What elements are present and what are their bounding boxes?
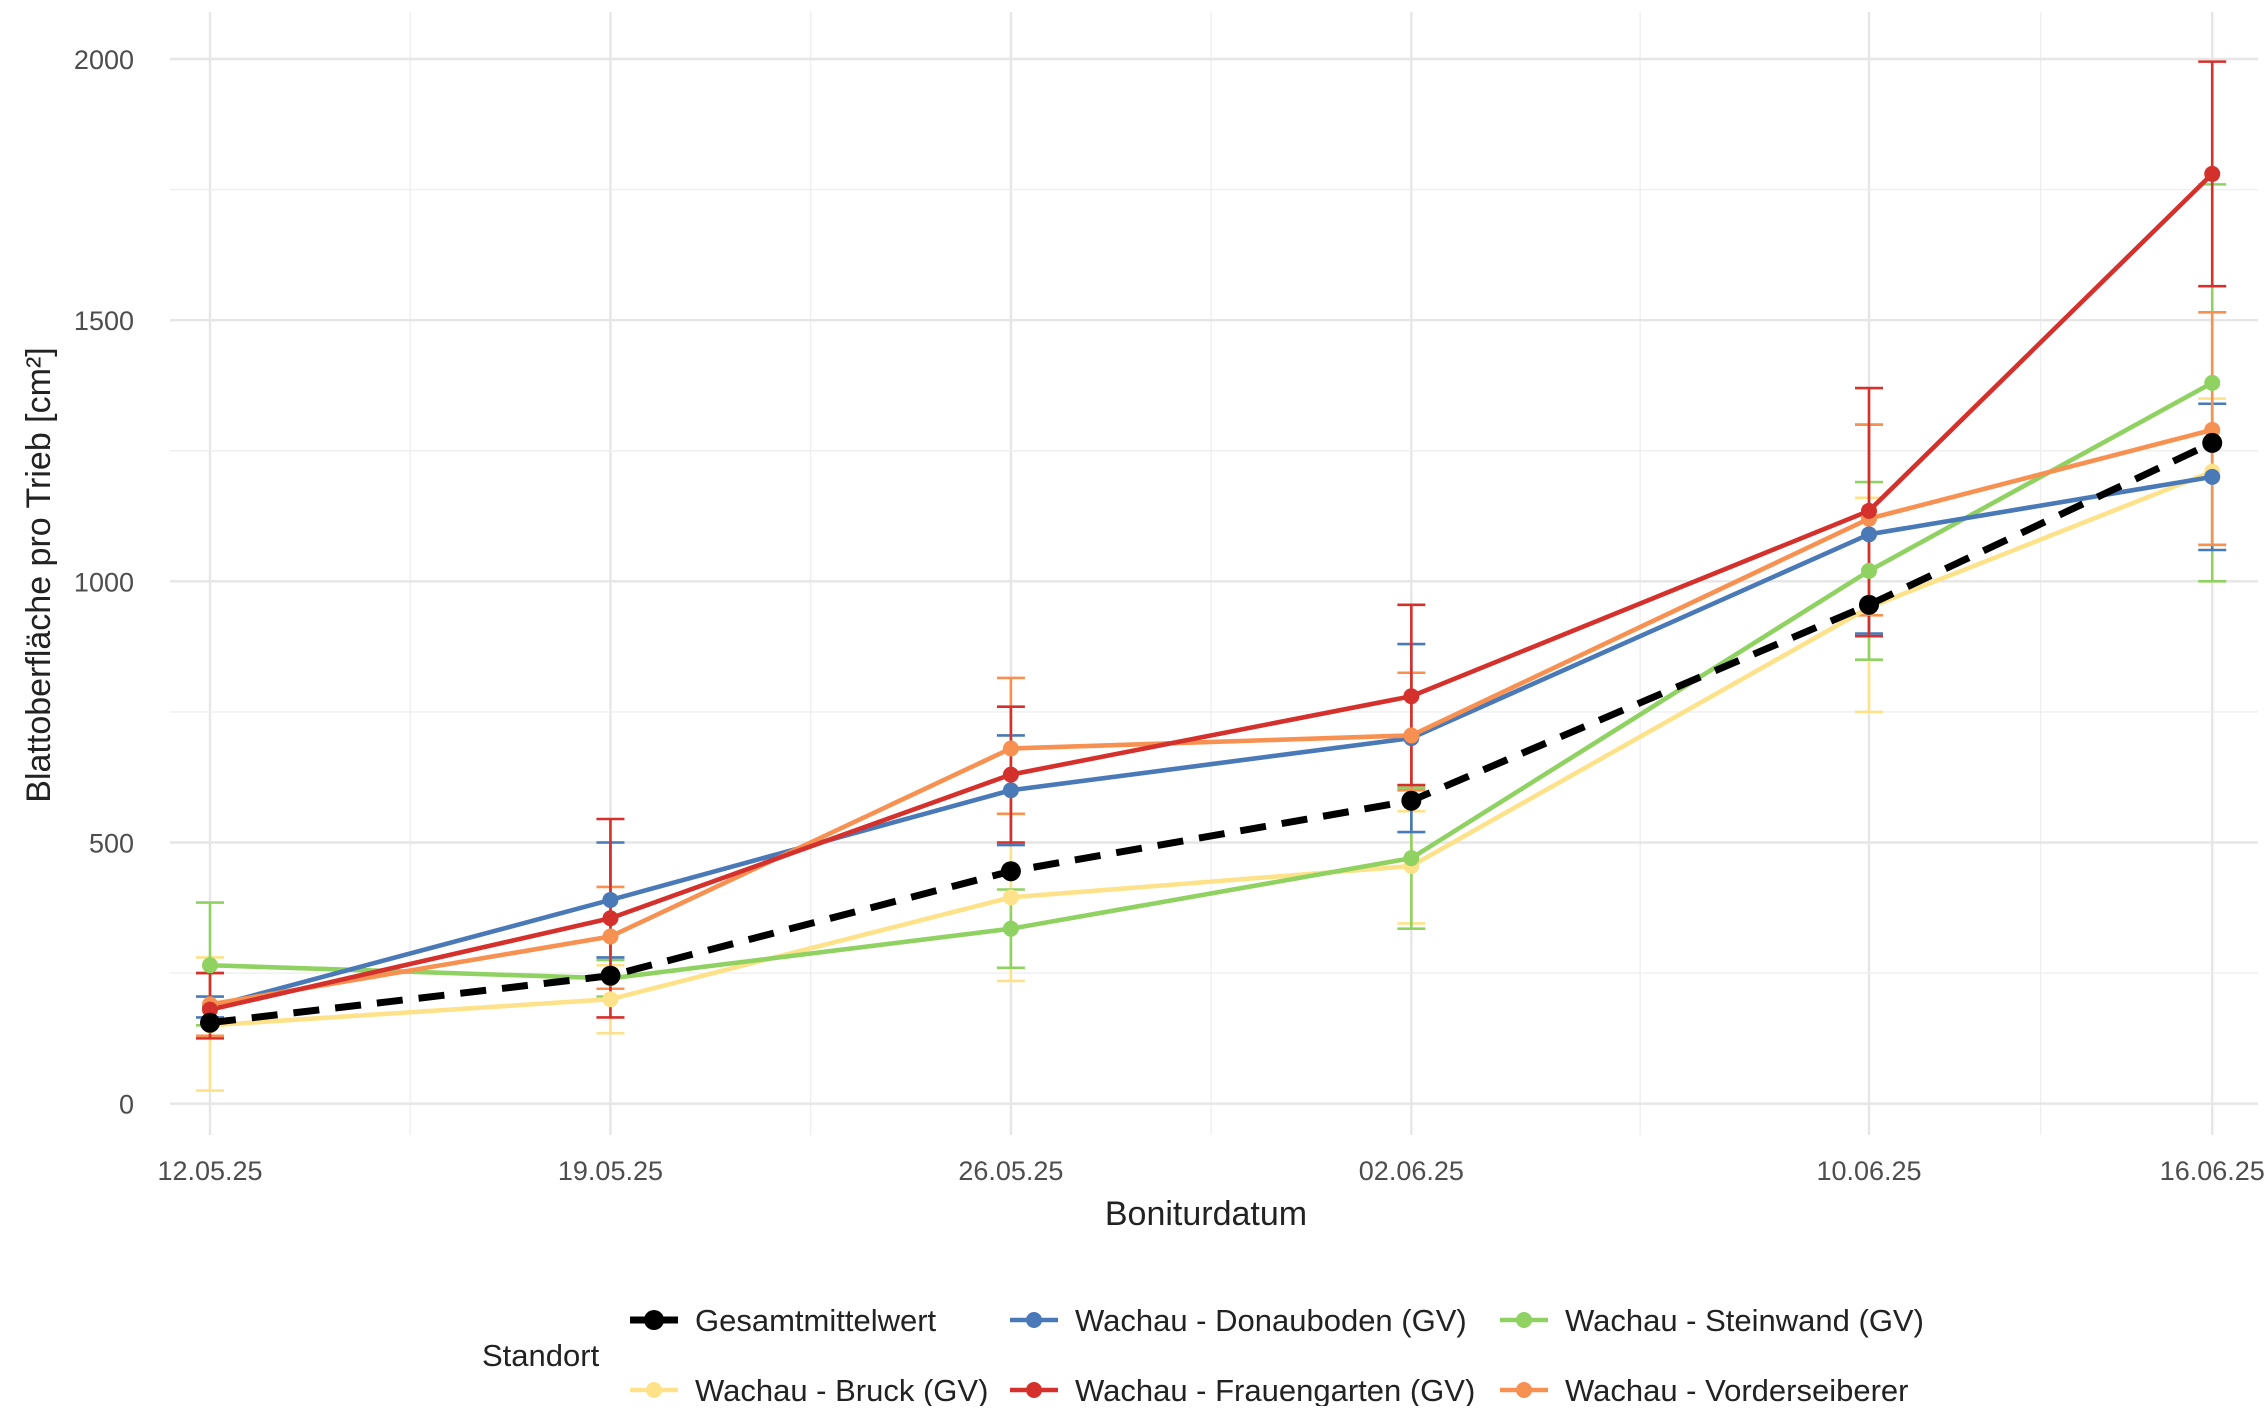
data-point	[602, 910, 619, 927]
series-line	[209, 172, 2214, 1012]
legend-key-point	[644, 1310, 664, 1330]
data-point	[602, 891, 619, 908]
y-tick-label: 2000	[74, 45, 134, 75]
data-point	[2204, 374, 2221, 391]
data-point	[600, 965, 621, 986]
data-point	[200, 1012, 220, 1033]
legend-entry-label: Wachau - Steinwand (GV)	[1565, 1303, 1924, 1338]
data-point	[1858, 594, 1879, 615]
legend-key-point	[1026, 1382, 1042, 1398]
data-point	[1002, 766, 1019, 783]
legend-entry-label: Gesamtmittelwert	[695, 1303, 937, 1338]
data-point	[1860, 502, 1877, 519]
x-tick-label: 19.05.25	[558, 1156, 663, 1186]
x-tick-label: 16.06.25	[2160, 1156, 2265, 1186]
data-point	[1401, 790, 1422, 811]
legend-entry-label: Wachau - Donauboden (GV)	[1075, 1303, 1467, 1338]
series-line	[209, 427, 2213, 1007]
legend-key-point	[1026, 1312, 1042, 1328]
series-line	[209, 474, 2213, 1010]
legend-entry-label: Wachau - Frauengarten (GV)	[1075, 1373, 1475, 1406]
series-line	[209, 380, 2214, 981]
legend-entry-label: Wachau - Bruck (GV)	[695, 1373, 988, 1406]
y-tick-label: 1000	[74, 567, 134, 597]
grid	[170, 12, 2258, 1135]
legend: Standort Gesamtmittelwert Wachau - Donaubo…	[482, 1303, 1924, 1408]
y-tick-label: 500	[89, 828, 134, 858]
x-tick-label: 12.05.25	[157, 1156, 262, 1186]
data-point	[1002, 782, 1019, 799]
y-tick-label: 1500	[74, 306, 134, 336]
legend-key-point	[1516, 1312, 1532, 1328]
legend-entry-label: Wachau - Vorderseiberer	[1565, 1373, 1908, 1406]
legend-title: Standort	[482, 1338, 600, 1373]
data-point	[1403, 850, 1420, 867]
y-tick-label: 0	[119, 1090, 134, 1120]
legend-key-point	[646, 1382, 662, 1398]
tick-labels: 0 500 1000 1500 2000 12.05.25 19.05.25 26.05.25…	[74, 45, 2265, 1186]
x-axis-label: Boniturdatum	[1105, 1195, 1307, 1233]
data-point	[1403, 727, 1420, 744]
series-line	[209, 469, 2214, 1028]
x-tick-label: 02.06.25	[1359, 1156, 1464, 1186]
legend-key-point	[1516, 1382, 1532, 1398]
data-point	[1002, 740, 1019, 757]
data-point	[1860, 526, 1877, 543]
data-point	[1002, 920, 1019, 937]
x-tick-label: 10.06.25	[1816, 1156, 1921, 1186]
data-point	[2204, 468, 2221, 485]
data-point	[602, 928, 619, 945]
data-point	[1403, 688, 1420, 705]
series-lines	[209, 172, 2214, 1028]
data-point	[202, 957, 218, 974]
series-points	[200, 165, 2223, 1034]
data-point	[602, 991, 619, 1008]
data-point	[1002, 889, 1019, 906]
data-point	[1000, 861, 1021, 882]
x-tick-label: 26.05.25	[958, 1156, 1063, 1186]
y-axis-label: Blattoberfläche pro Trieb [cm²]	[20, 347, 58, 802]
data-point	[1860, 562, 1877, 579]
data-point	[2204, 165, 2221, 182]
series-line	[209, 439, 2214, 1027]
data-point	[2202, 432, 2223, 453]
